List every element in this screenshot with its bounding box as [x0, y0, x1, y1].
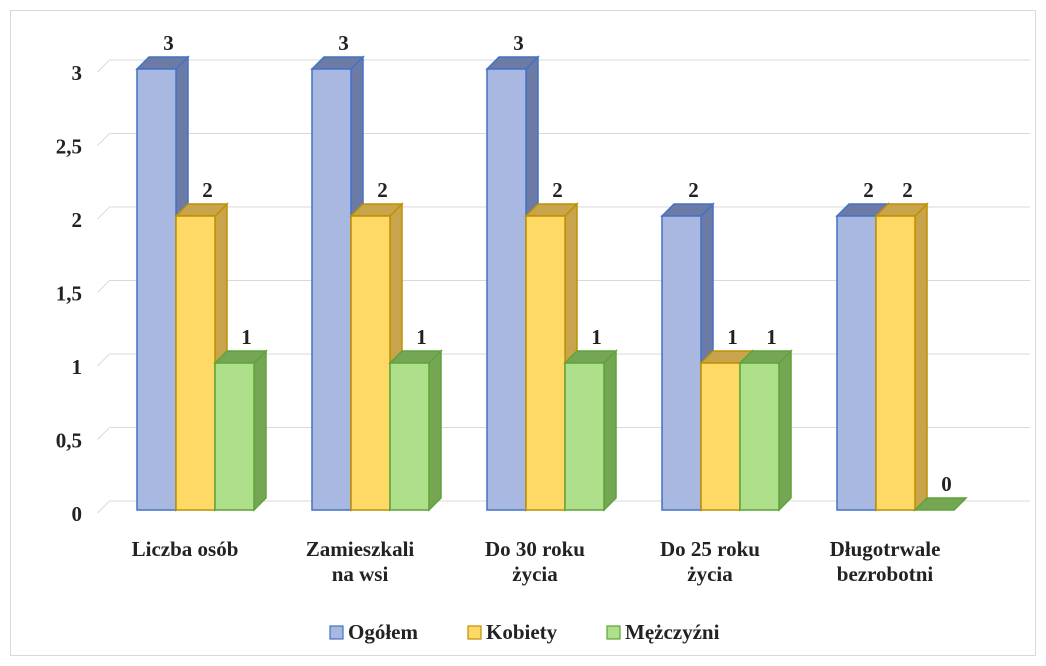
bar: [214, 362, 255, 511]
x-tick-label: Do 25 roku życia: [660, 537, 760, 586]
legend-label: Mężczyźni: [625, 620, 720, 644]
bar: [700, 362, 741, 511]
grid-line-depth: [97, 280, 110, 293]
grid-line-depth: [97, 427, 110, 440]
bar: [836, 215, 877, 511]
bar-side: [603, 349, 617, 512]
bar-top: [913, 497, 968, 511]
data-label: 1: [416, 325, 427, 349]
data-label: 2: [377, 178, 388, 202]
bar-side: [253, 349, 267, 512]
x-tick-label: Zamieszkali na wsi: [305, 537, 415, 586]
grid-line-depth: [97, 500, 110, 514]
data-label: 1: [241, 325, 252, 349]
data-label: 2: [863, 178, 874, 202]
y-tick-label: 2: [72, 208, 83, 232]
data-label: 2: [552, 178, 563, 202]
grid-line-depth: [97, 353, 110, 367]
bar: [350, 215, 391, 511]
x-tick-label: Do 30 roku życia: [485, 537, 585, 586]
bar: [525, 215, 566, 511]
data-label: 2: [902, 178, 913, 202]
y-tick-label: 2,5: [56, 134, 82, 158]
legend-swatch: [467, 625, 482, 640]
y-tick-label: 0: [72, 502, 83, 526]
x-tick-label: Długotrwale bezrobotni: [829, 537, 941, 586]
bar-side: [914, 202, 928, 512]
bar: [661, 215, 702, 511]
bar: [311, 68, 352, 511]
bar: [389, 362, 430, 511]
data-label: 0: [941, 472, 952, 496]
data-label: 2: [202, 178, 213, 202]
x-tick-label: Liczba osób: [131, 537, 239, 561]
data-label: 1: [766, 325, 777, 349]
data-label: 1: [727, 325, 738, 349]
data-label: 3: [163, 31, 174, 55]
bar-side: [778, 349, 792, 512]
data-label: 3: [513, 31, 524, 55]
data-label: 3: [338, 31, 349, 55]
bar: [175, 215, 216, 511]
bar: [136, 68, 177, 511]
legend-label: Ogółem: [348, 620, 418, 644]
y-tick-label: 0,5: [56, 428, 82, 452]
bar-side: [428, 349, 442, 512]
data-label: 1: [591, 325, 602, 349]
y-tick-label: 1: [72, 355, 83, 379]
grid-line-depth: [97, 206, 110, 220]
grid-line-depth: [97, 133, 110, 146]
bar: [486, 68, 527, 511]
legend-swatch: [329, 625, 344, 640]
data-label: 2: [688, 178, 699, 202]
y-tick-label: 3: [72, 61, 83, 85]
bar: [739, 362, 780, 511]
bar: [875, 215, 916, 511]
y-tick-label: 1,5: [56, 281, 82, 305]
grid-line-depth: [97, 59, 110, 73]
legend-label: Kobiety: [486, 620, 558, 644]
bar: [564, 362, 605, 511]
legend-swatch: [606, 625, 621, 640]
